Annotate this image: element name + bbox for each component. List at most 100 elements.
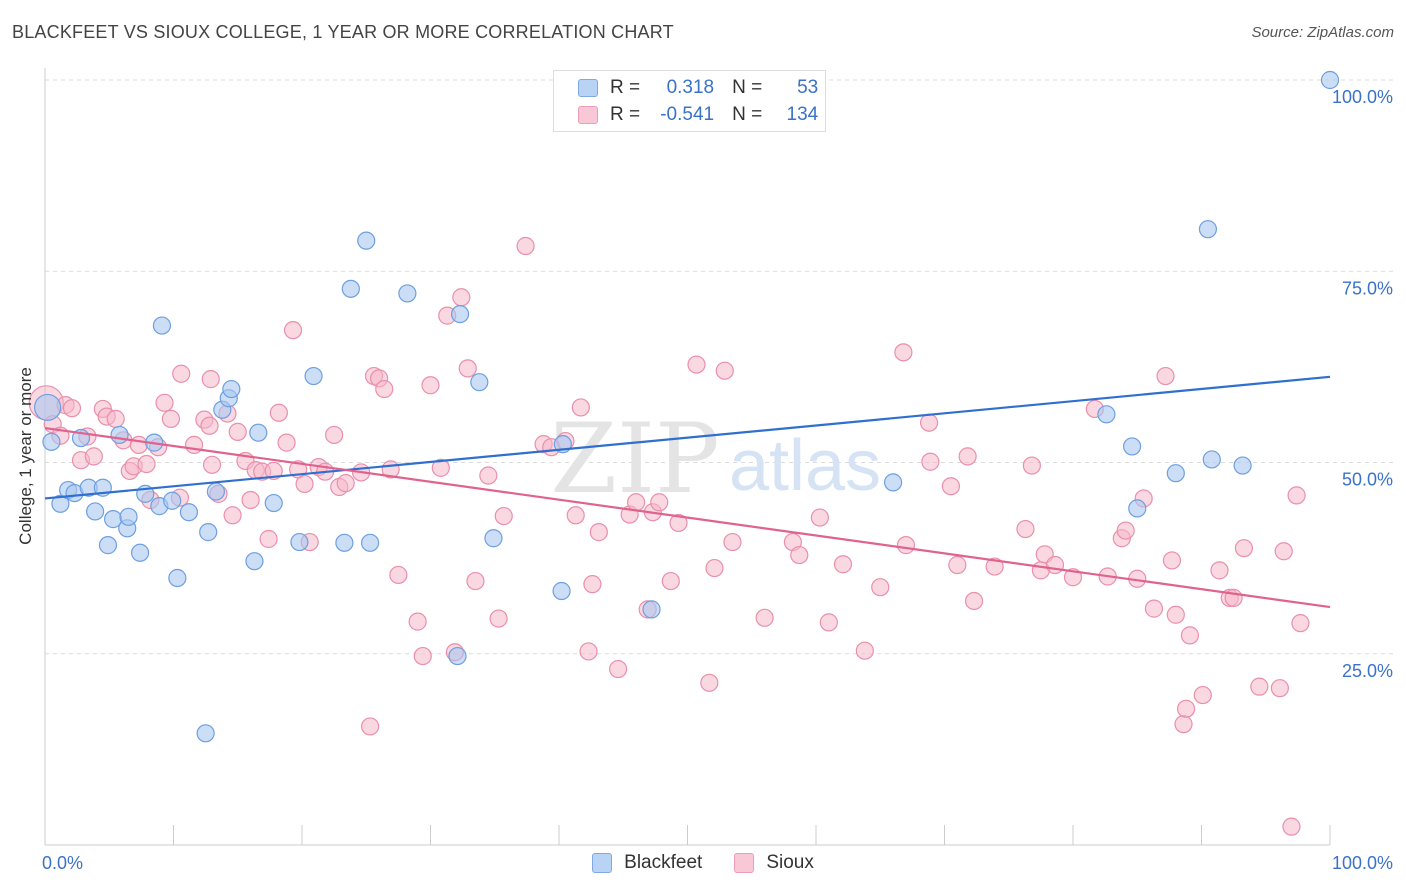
sioux-point <box>661 571 680 591</box>
blackfeet-point <box>1320 70 1340 90</box>
r-value: 0.318 <box>666 77 715 98</box>
sioux-point <box>264 461 283 481</box>
sioux-point <box>184 435 204 455</box>
sioux-point <box>452 288 471 307</box>
sioux-point <box>1291 614 1310 633</box>
sioux-point <box>1016 519 1035 539</box>
blackfeet-point <box>152 316 172 335</box>
correlation-legend: R = 0.318 N = 53 R = -0.541 N = 134 <box>553 70 826 132</box>
blackfeet-point <box>335 533 354 552</box>
blackfeet-point <box>1202 450 1221 469</box>
y-tick-label: 25.0% <box>1342 661 1393 681</box>
blackfeet-point <box>130 543 150 562</box>
sioux-point <box>700 673 719 692</box>
blackfeet-points <box>33 70 1340 743</box>
sioux-point <box>819 613 838 632</box>
sioux-point <box>241 490 260 510</box>
x-tick-label: 0.0% <box>42 853 83 873</box>
blackfeet-point <box>264 493 283 513</box>
blackfeet-point <box>119 507 138 526</box>
x-tick-label: 100.0% <box>1332 853 1393 873</box>
sioux-point <box>941 477 961 496</box>
sioux-point <box>129 435 148 455</box>
sioux-point <box>106 409 125 428</box>
sioux-point <box>566 506 585 525</box>
blackfeet-point <box>1233 456 1252 475</box>
blackfeet-point <box>357 231 376 250</box>
sioux-point <box>259 529 278 549</box>
source-label: Source: ZipAtlas.com <box>1251 24 1394 41</box>
legend-item-sioux: Sioux <box>734 852 814 874</box>
blackfeet-point <box>179 503 199 522</box>
n-label: N = <box>732 77 763 98</box>
n-label: N = <box>732 104 763 125</box>
sioux-point <box>489 609 508 628</box>
blackfeet-point <box>1128 499 1147 518</box>
sioux-point <box>295 474 314 494</box>
sioux-point <box>431 458 450 477</box>
blackfeet-point <box>470 373 489 392</box>
legend-item-blackfeet: Blackfeet <box>592 852 702 874</box>
blackfeet-point <box>245 552 264 571</box>
sioux-point <box>466 571 485 591</box>
sioux-point <box>855 641 874 660</box>
sioux-point <box>964 591 984 611</box>
blackfeet-point <box>249 423 268 442</box>
sioux-point <box>1287 486 1306 505</box>
sioux-point <box>375 379 394 399</box>
sioux-point <box>421 376 440 395</box>
sioux-point <box>494 506 513 526</box>
sioux-point <box>1144 599 1164 618</box>
blackfeet-point <box>450 304 470 324</box>
sioux-point <box>202 455 222 474</box>
sioux-point <box>705 558 724 578</box>
sioux-point <box>1274 542 1293 561</box>
sioux-point <box>921 452 940 471</box>
r-label: R = <box>610 104 641 125</box>
sioux-point <box>84 447 103 466</box>
sioux-trend-line <box>44 426 1331 609</box>
chart-title: BLACKFEET VS SIOUX COLLEGE, 1 YEAR OR MO… <box>12 22 674 42</box>
sioux-point <box>1180 626 1200 645</box>
sioux-point <box>896 536 916 555</box>
sioux-point <box>62 399 82 418</box>
y-axis-label: College, 1 year or more <box>16 367 35 545</box>
sioux-point <box>650 493 669 512</box>
sioux-point <box>389 565 408 585</box>
blackfeet-point <box>196 724 215 743</box>
sioux-point <box>871 578 890 597</box>
sioux-point <box>755 608 774 627</box>
sioux-point <box>408 612 427 631</box>
sioux-point <box>1234 539 1254 558</box>
r-label: R = <box>610 77 641 98</box>
blackfeet-point <box>1123 437 1142 456</box>
sioux-point <box>1045 555 1065 575</box>
sioux-point <box>723 532 742 552</box>
sioux-point <box>1162 551 1182 570</box>
blackfeet-point <box>1097 405 1116 424</box>
sioux-point <box>413 646 432 666</box>
sioux-point <box>810 508 829 527</box>
sioux-point <box>1193 685 1212 705</box>
blackfeet-point <box>42 432 61 451</box>
sioux-legend-swatch <box>734 853 755 873</box>
n-value: 53 <box>797 77 819 98</box>
sioux-point <box>325 425 344 445</box>
blackfeet-point <box>222 379 241 399</box>
sioux-point <box>336 474 355 493</box>
sioux-point <box>948 555 967 575</box>
blackfeet-point <box>642 600 661 619</box>
sioux-point <box>626 493 646 512</box>
blackfeet-legend-label: Blackfeet <box>624 852 703 873</box>
sioux-point <box>1063 568 1083 587</box>
blackfeet-point <box>398 284 417 303</box>
blackfeet-point <box>86 502 105 521</box>
sioux-legend-label: Sioux <box>766 852 814 873</box>
blackfeet-point <box>552 581 571 601</box>
tick-labels: 25.0% 50.0% 75.0% 100.0% 0.0% 100.0% <box>42 87 1393 873</box>
sioux-point <box>1174 715 1193 734</box>
sioux-point <box>894 343 913 362</box>
sioux-point <box>137 454 156 474</box>
watermark-atlas: atlas <box>729 426 881 506</box>
